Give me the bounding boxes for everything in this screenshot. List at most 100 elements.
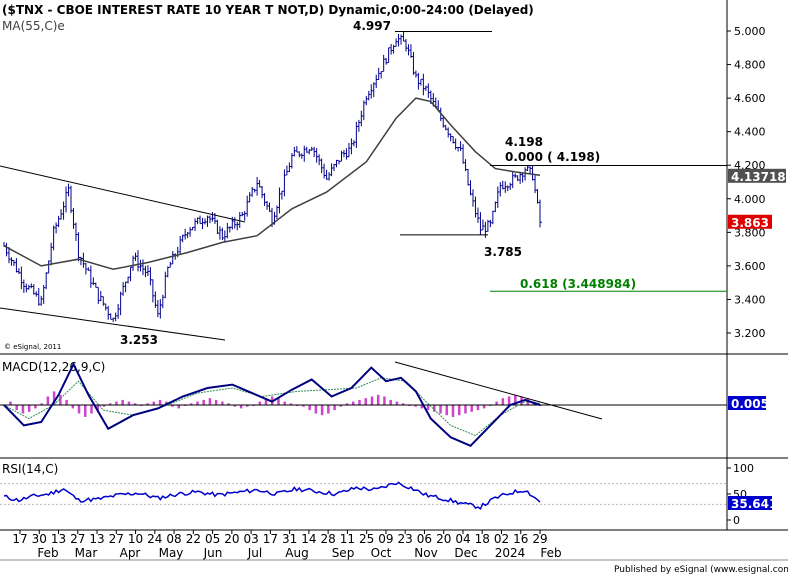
macd-histogram-bar [283, 401, 286, 405]
rsi-tick-label: 100 [733, 462, 754, 475]
macd-histogram-bar [401, 403, 405, 405]
macd-histogram-bar [383, 396, 386, 405]
rsi-value-badge [728, 496, 772, 510]
macd-histogram-bar [196, 401, 199, 405]
macd-histogram-bar [21, 405, 25, 414]
macd-histogram-bar [308, 405, 311, 411]
macd-histogram-bar [420, 405, 424, 409]
day-tick-label: 20 [436, 532, 451, 546]
macd-histogram-bar [389, 399, 392, 405]
macd-histogram-bar [445, 405, 449, 416]
annotation-high: 4.997 [353, 19, 391, 33]
day-tick-label: 25 [359, 532, 374, 546]
annotation-fib-618: 0.618 (3.448984) [520, 277, 636, 291]
day-tick-label: 09 [378, 532, 393, 546]
rsi-value-label: 35.641 [731, 497, 777, 511]
macd-histogram-bar [358, 399, 361, 405]
macd-histogram-bar [59, 394, 62, 405]
month-tick-label: Oct [371, 546, 392, 560]
macd-histogram-bar [152, 401, 156, 405]
macd-histogram-bar [233, 405, 237, 407]
macd-histogram-bar [246, 405, 249, 407]
macd-histogram-bar [96, 405, 99, 411]
macd-histogram-bar [501, 398, 505, 405]
current-price-label: 3.863 [731, 216, 769, 230]
macd-histogram-bar [133, 403, 137, 405]
macd-histogram-bar [40, 403, 43, 405]
chart-title: ($TNX - CBOE INTEREST RATE 10 YEAR T NOT… [2, 3, 534, 17]
day-tick-label: 13 [51, 532, 66, 546]
price-axis: 5.0004.8004.6004.4004.2004.0003.8003.600… [727, 25, 766, 340]
macd-line [3, 361, 541, 447]
price-tick-label: 3.400 [734, 293, 766, 306]
macd-histogram-bar [327, 405, 330, 414]
annotation-fib-zero: 0.000 ( 4.198) [505, 150, 600, 164]
macd-histogram-bar [108, 403, 112, 405]
day-tick-label: 31 [282, 532, 297, 546]
macd-histogram-bar [121, 399, 124, 405]
month-tick-label: Mar [75, 546, 98, 560]
day-tick-label: 11 [340, 532, 355, 546]
day-tick-label: 03 [243, 532, 258, 546]
price-tick-label: 5.000 [734, 25, 766, 38]
macd-histogram-bar [214, 399, 218, 405]
macd-histogram-bar [451, 405, 455, 417]
ma-55-line [3, 97, 541, 270]
macd-histogram-bar [333, 405, 336, 411]
price-tick-label: 3.800 [734, 226, 766, 239]
macd-histogram-bar [189, 403, 193, 405]
macd-histogram-bar [102, 405, 106, 407]
price-tick-label: 4.400 [734, 126, 766, 139]
macd-value-badge [728, 396, 766, 410]
day-tick-label: 20 [224, 532, 239, 546]
macd-histogram-bar [84, 405, 87, 417]
macd-histogram-bar [414, 405, 417, 407]
annotation-swing-low: 3.785 [484, 245, 522, 259]
day-tick-label: 27 [109, 532, 124, 546]
day-tick-label: 29 [532, 532, 547, 546]
month-tick-label: Dec [454, 546, 477, 560]
month-tick-label: Feb [540, 546, 561, 560]
month-tick-label: Aug [285, 546, 308, 560]
day-tick-label: 05 [205, 532, 220, 546]
ma-indicator-label: MA(55,C)e [2, 19, 65, 33]
month-tick-label: 2024 [495, 546, 526, 560]
esignal-watermark: © eSignal, 2011 [4, 343, 61, 351]
day-tick-label: 23 [398, 532, 413, 546]
macd-histogram-bar [177, 405, 181, 409]
macd-histogram-bar [65, 399, 68, 405]
macd-histogram-bar [115, 401, 118, 405]
day-tick-label: 06 [417, 532, 432, 546]
macd-histogram-bar [90, 405, 93, 414]
day-tick-label: 02 [494, 532, 509, 546]
macd-histogram-bar [470, 405, 473, 412]
rsi-indicator-label: RSI(14,C) [2, 462, 58, 476]
day-tick-label: 24 [147, 532, 162, 546]
macd-histogram-bar [52, 391, 56, 405]
macd-histogram-bar [77, 405, 81, 414]
macd-histogram-bar [314, 405, 318, 414]
day-tick-label: 17 [263, 532, 278, 546]
macd-histogram-bar [289, 403, 293, 405]
macd-histogram-bar [464, 405, 467, 414]
day-tick-label: 30 [32, 532, 47, 546]
day-tick-label: 08 [166, 532, 181, 546]
macd-value-label: 0.005 [731, 397, 769, 411]
macd-histogram-bar [507, 396, 511, 405]
current-price-badge [728, 214, 772, 229]
macd-histogram-bar [339, 405, 343, 407]
month-tick-label: Nov [414, 546, 437, 560]
last-price-badge [728, 168, 786, 183]
day-tick-label: 16 [513, 532, 528, 546]
macd-histogram-bar [171, 405, 174, 407]
macd-histogram-bar [364, 398, 367, 405]
price-tick-label: 4.600 [734, 92, 766, 105]
price-tick-label: 4.800 [734, 59, 766, 72]
macd-histogram-bar [395, 401, 399, 405]
macd-histogram-bar [514, 394, 517, 405]
macd-histogram-bar [34, 405, 37, 409]
macd-indicator-label: MACD(12,26,9,C) [2, 360, 105, 374]
price-tick-label: 3.600 [734, 260, 766, 273]
macd-histogram-bar [345, 403, 349, 405]
macd-histogram-bar [376, 394, 380, 405]
